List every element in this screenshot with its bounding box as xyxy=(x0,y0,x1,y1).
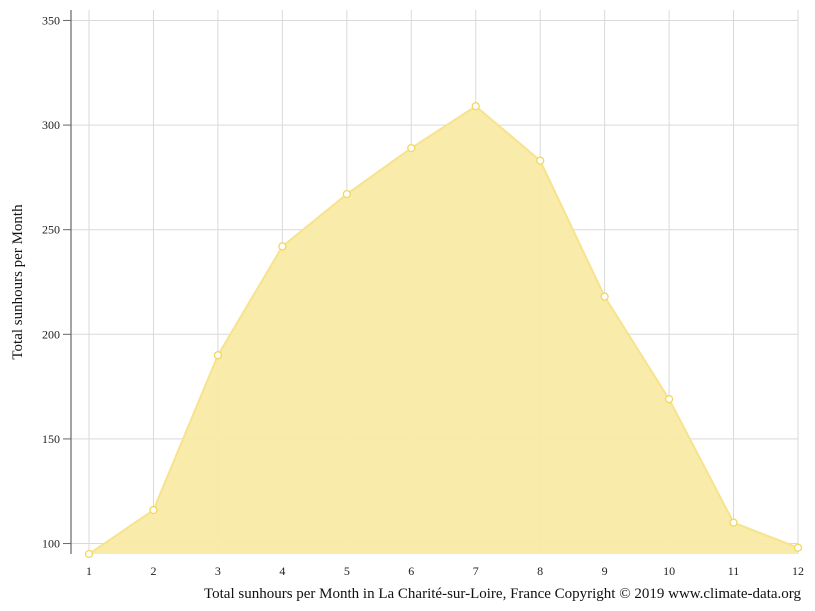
y-tick-label-350: 350 xyxy=(42,13,60,27)
data-point-4 xyxy=(278,242,287,251)
chart-caption: Total sunhours per Month in La Charité-s… xyxy=(204,586,801,602)
x-tick-label-4: 4 xyxy=(279,564,285,578)
x-tick-label-7: 7 xyxy=(473,564,479,578)
x-tick-label-12: 12 xyxy=(792,564,804,578)
x-tick-label-2: 2 xyxy=(150,564,156,578)
data-point-5 xyxy=(342,189,351,199)
data-point-12 xyxy=(793,543,803,552)
x-tick-label-5: 5 xyxy=(344,564,350,578)
y-axis-title: Total sunhours per Month xyxy=(10,204,26,360)
x-tick-label-11: 11 xyxy=(728,564,740,578)
y-tick-label-250: 250 xyxy=(42,223,60,237)
x-tick-label-8: 8 xyxy=(537,564,543,578)
x-tick-label-3: 3 xyxy=(215,564,221,578)
series-line xyxy=(88,105,799,555)
x-tick-label-10: 10 xyxy=(663,564,675,578)
axes xyxy=(63,10,72,554)
data-point-7 xyxy=(471,102,480,111)
series-area-group xyxy=(88,105,799,555)
x-tick-label-6: 6 xyxy=(408,564,414,578)
x-tick-label-1: 1 xyxy=(86,564,92,578)
x-tick-label-9: 9 xyxy=(602,564,608,578)
y-tick-label-100: 100 xyxy=(42,537,60,551)
series-area xyxy=(89,106,798,554)
data-point-3 xyxy=(213,351,223,360)
data-point-10 xyxy=(664,395,674,404)
data-point-6 xyxy=(407,143,416,153)
series-markers xyxy=(84,102,803,559)
y-tick-label-150: 150 xyxy=(42,432,60,446)
data-point-1 xyxy=(84,549,94,559)
data-point-9 xyxy=(600,292,609,301)
data-point-11 xyxy=(729,518,738,527)
data-point-8 xyxy=(536,156,545,165)
y-tick-label-300: 300 xyxy=(42,118,60,132)
y-tick-label-200: 200 xyxy=(42,327,60,341)
data-point-2 xyxy=(149,505,158,515)
